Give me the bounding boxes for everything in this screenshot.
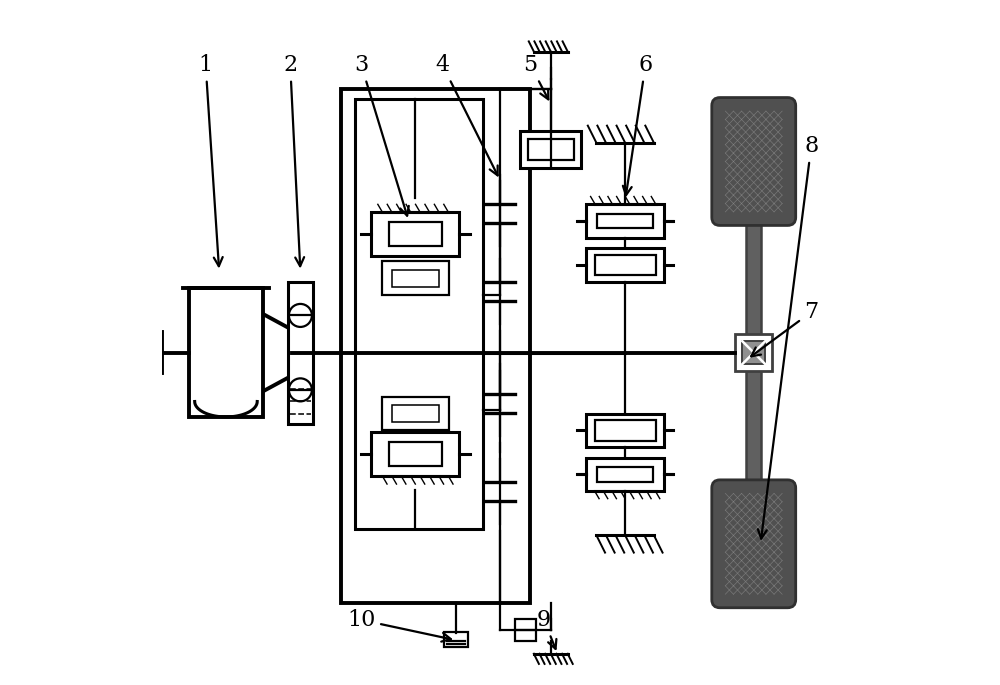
- Bar: [528, 139, 574, 160]
- Bar: [742, 341, 765, 364]
- Bar: [595, 421, 656, 440]
- Text: 8: 8: [758, 135, 818, 538]
- Bar: [586, 203, 664, 238]
- Bar: [341, 89, 530, 603]
- Bar: [597, 467, 653, 482]
- FancyBboxPatch shape: [712, 97, 796, 225]
- Text: 1: 1: [199, 54, 223, 266]
- Bar: [189, 288, 263, 417]
- Text: 9: 9: [537, 609, 556, 649]
- Bar: [382, 261, 449, 295]
- Bar: [444, 632, 468, 647]
- Bar: [735, 334, 772, 371]
- Bar: [371, 212, 459, 256]
- Bar: [597, 214, 653, 228]
- Bar: [515, 619, 536, 641]
- Text: 6: 6: [623, 54, 653, 195]
- Bar: [371, 432, 459, 476]
- Text: 2: 2: [283, 54, 304, 266]
- Bar: [586, 248, 664, 282]
- Bar: [355, 99, 483, 529]
- Bar: [746, 210, 761, 495]
- Bar: [392, 270, 439, 287]
- FancyBboxPatch shape: [712, 480, 796, 608]
- Bar: [392, 405, 439, 422]
- Bar: [586, 458, 664, 491]
- Bar: [389, 442, 442, 466]
- Text: 10: 10: [347, 609, 451, 642]
- Bar: [288, 282, 313, 424]
- Text: 3: 3: [354, 54, 409, 216]
- Bar: [586, 414, 664, 447]
- Bar: [389, 222, 442, 247]
- Text: 5: 5: [523, 54, 548, 99]
- Text: 7: 7: [751, 301, 818, 356]
- Bar: [382, 397, 449, 430]
- Bar: [595, 255, 656, 275]
- Bar: [520, 131, 581, 169]
- Text: 4: 4: [435, 54, 498, 175]
